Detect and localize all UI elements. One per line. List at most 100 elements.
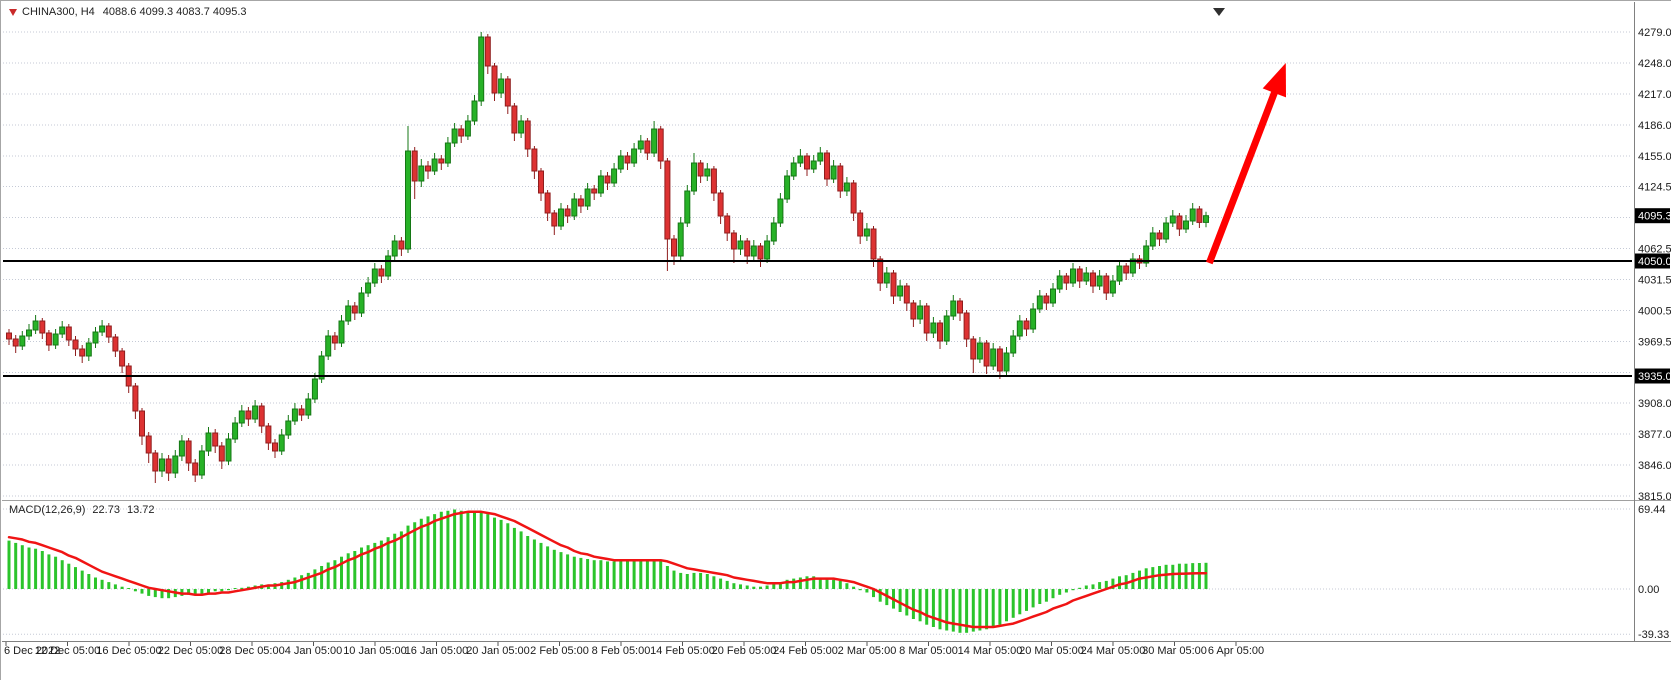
candle-bear — [970, 338, 977, 360]
candle-bear — [105, 325, 112, 338]
price-badge-current-text: 4095.3 — [1638, 211, 1671, 223]
time-axis-label: 4 Jan 05:00 — [285, 645, 343, 657]
candle-bear — [1103, 275, 1110, 294]
candle-bull — [198, 450, 205, 476]
candle-bear — [1176, 215, 1183, 230]
candle-bull — [1016, 320, 1023, 337]
price-axis[interactable]: 4279.0 4248.0 4217.0 4186.0 4155.0 4124.5 4062… — [1638, 27, 1671, 641]
time-axis-label: 20 Mar 05:00 — [1019, 645, 1084, 657]
candle-bull — [1189, 208, 1196, 222]
time-axis-label: 2 Feb 05:00 — [530, 645, 589, 657]
trend-arrow[interactable] — [1206, 63, 1286, 265]
candle-bear — [1023, 320, 1030, 330]
candle-bear — [671, 238, 677, 257]
candle-bear — [857, 212, 864, 237]
candle-bear — [591, 188, 598, 194]
candle-bear — [425, 165, 431, 172]
macd-legend: MACD(12,26,9) 22.73 13.72 — [9, 504, 154, 516]
candle-bull — [238, 410, 245, 424]
candle-bull — [365, 282, 372, 294]
candle-bear — [1043, 295, 1050, 304]
candle-bear — [504, 78, 511, 107]
price-axis-label: 3877.0 — [1638, 429, 1671, 441]
candle-bull — [777, 198, 784, 224]
candle-bear — [996, 348, 1003, 372]
candle-bull — [1050, 288, 1056, 304]
candle-bull — [1203, 215, 1209, 223]
candle-bull — [178, 440, 185, 457]
candle-bull — [1030, 308, 1037, 330]
candle-bull — [52, 333, 59, 346]
time-axis-label: 24 Feb 05:00 — [773, 645, 838, 657]
candle-bull — [92, 331, 99, 344]
candle-bear — [1156, 232, 1163, 240]
macd-axis-label: -39.33 — [1638, 629, 1669, 641]
price-axis-label: 3846.0 — [1638, 460, 1671, 472]
candle-bull — [205, 432, 212, 452]
candle-bull — [637, 140, 644, 150]
candle-bull — [225, 438, 232, 462]
candle-bull — [371, 268, 378, 284]
price-badge-level-text: 4050.0 — [1638, 256, 1671, 268]
candle-bear — [657, 128, 664, 162]
candle-bear — [351, 305, 358, 314]
time-axis-label: 8 Feb 05:00 — [592, 645, 651, 657]
candle-bear — [39, 320, 46, 334]
candle-bull — [172, 455, 179, 474]
time-axis-label: 16 Dec 05:00 — [96, 645, 161, 657]
candle-bear — [850, 182, 857, 214]
candle-bear — [258, 405, 265, 427]
candle-bull — [391, 240, 398, 257]
candle-bull — [1109, 280, 1116, 294]
candle-bear — [903, 285, 910, 304]
candle-bear — [877, 258, 884, 284]
candle-bear — [757, 245, 764, 260]
macd-layer — [7, 509, 1208, 633]
candle-bull — [810, 160, 817, 170]
candle-bull — [345, 305, 352, 322]
candle-bear — [963, 312, 970, 340]
candle-bull — [99, 325, 106, 333]
candle-bear — [717, 192, 724, 217]
candle-bear — [870, 228, 877, 260]
candle-bear — [72, 339, 79, 350]
macd-signal-line — [7, 510, 1208, 629]
candle-bull — [385, 255, 392, 277]
candle-bull — [431, 158, 438, 172]
candle-bear — [1196, 208, 1203, 223]
candle-bull — [631, 148, 638, 164]
chart-shift-marker-icon[interactable] — [1213, 8, 1225, 16]
candle-bear — [438, 158, 445, 164]
candle-bull — [651, 128, 658, 154]
time-axis-label: 6 Dec 2022 — [4, 645, 60, 657]
candle-bull — [418, 165, 425, 182]
candle-bear — [538, 170, 544, 194]
candle-bull — [830, 165, 837, 180]
time-axis-label: 12 Dec 05:00 — [35, 645, 100, 657]
candle-bear — [524, 120, 531, 150]
candle-bear — [544, 192, 551, 214]
candle-bear — [458, 128, 465, 137]
price-axis-label: 4186.0 — [1638, 120, 1671, 132]
candle-bull — [1183, 220, 1189, 230]
candle-bull — [684, 190, 691, 224]
candle-bear — [923, 305, 930, 334]
candle-bull — [797, 155, 804, 164]
candle-bear — [491, 65, 498, 94]
candle-bear — [245, 410, 252, 420]
candle-bull — [691, 162, 697, 192]
price-axis-label: 4031.5 — [1638, 275, 1671, 287]
candle-bear — [484, 36, 491, 67]
candle-bull — [571, 198, 578, 217]
candle-bull — [1010, 335, 1017, 354]
price-axis-label: 4248.0 — [1638, 58, 1671, 70]
candle-bull — [1143, 245, 1150, 264]
candle-bull — [770, 222, 777, 242]
candle-bull — [471, 100, 478, 122]
ohlc-values: 4088.6 4099.3 4083.7 4095.3 — [102, 6, 247, 18]
candle-bear — [604, 175, 611, 184]
candle-bull — [305, 398, 312, 416]
candle-bull — [311, 378, 318, 400]
